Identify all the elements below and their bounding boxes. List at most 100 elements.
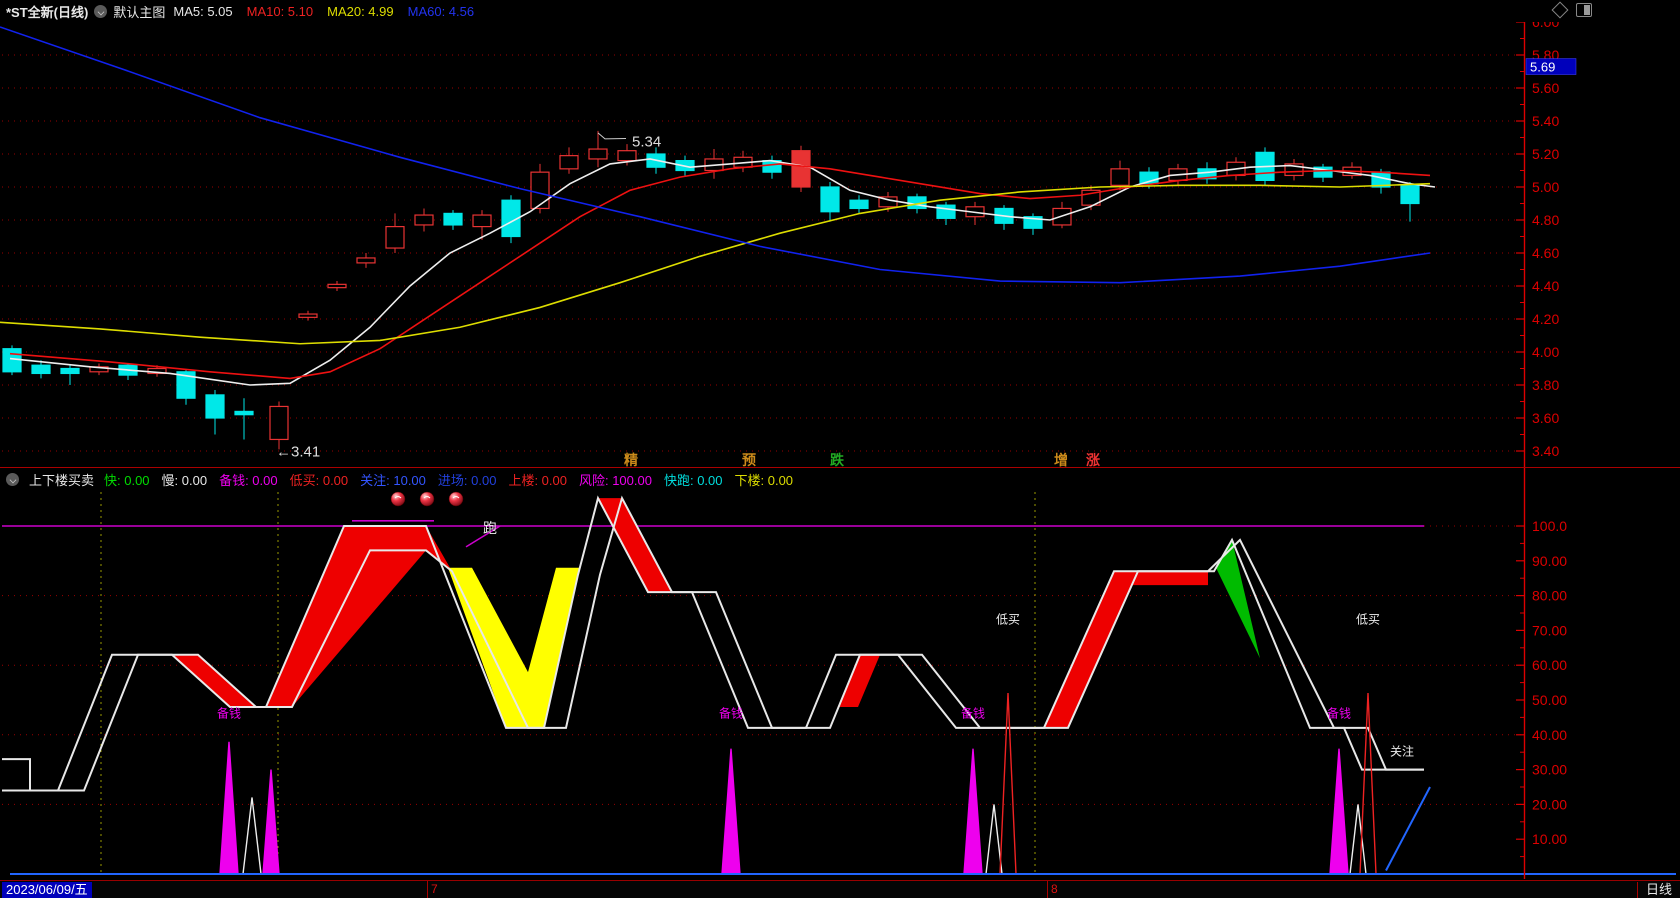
- annotation-pointer: [597, 132, 627, 140]
- axis-tick-label: 4.60: [1532, 245, 1559, 261]
- indicator-line: [2, 495, 1424, 792]
- signal-spike: [985, 804, 1003, 875]
- chevron-down-icon[interactable]: [6, 472, 19, 486]
- indicator-fill: [266, 526, 452, 707]
- hint-char: 跌: [830, 452, 845, 468]
- split-window-icon[interactable]: [1576, 3, 1592, 17]
- axis-tick-label: 4.40: [1532, 278, 1559, 294]
- candle-body: [356, 257, 376, 264]
- candle-body: [820, 186, 840, 213]
- axis-tick-label: 3.80: [1532, 377, 1559, 393]
- axis-tick-label: 50.00: [1532, 692, 1567, 708]
- indicator-item-7: 风险: 100.00: [578, 472, 652, 488]
- candle-body: [1110, 168, 1130, 186]
- candle-body: [414, 214, 434, 226]
- candle-body: [530, 171, 550, 210]
- signal-spike: [262, 769, 280, 875]
- candle-body: [1313, 166, 1333, 178]
- candle-body: [234, 410, 254, 416]
- ma-line-ma20: [0, 182, 1431, 345]
- candle-body: [1023, 216, 1043, 229]
- signal-spike: [219, 741, 239, 875]
- indicator-label: 关注: [1390, 744, 1414, 759]
- candle-body: [176, 371, 196, 399]
- indicator-item-3: 低买: 0.00: [289, 472, 349, 488]
- candle-body: [60, 367, 80, 375]
- indicator-item-8: 快跑: 0.00: [663, 472, 723, 488]
- date-label[interactable]: 2023/06/09/五: [2, 882, 92, 898]
- period-label[interactable]: 日线: [1636, 882, 1672, 898]
- signal-spike: [1359, 693, 1377, 875]
- signal-spike: [721, 748, 741, 875]
- signal-spike: [1349, 804, 1367, 875]
- candle-body: [617, 150, 637, 162]
- axis-tick-label: 5.20: [1532, 146, 1559, 162]
- indicator-fill: [1216, 539, 1260, 659]
- indicator-values: 快: 0.00 慢: 0.00 备钱: 0.00 低买: 0.00 关注: 10.00 进…: [104, 470, 793, 489]
- axis-tick-label: 10.00: [1532, 831, 1567, 847]
- header-window-controls: [1551, 1, 1592, 19]
- candle-body: [588, 148, 608, 160]
- axis-tick-label: 3.40: [1532, 443, 1559, 459]
- candle-body: [269, 405, 289, 441]
- axis-tick-label: 90.00: [1532, 553, 1567, 569]
- signal-spike: [1329, 748, 1349, 875]
- hint-char: 精: [624, 452, 638, 468]
- axis-tick-label: 40.00: [1532, 727, 1567, 743]
- attention-line: [1385, 786, 1431, 871]
- candle-body: [298, 313, 318, 318]
- candle-body: [1284, 163, 1304, 177]
- axis-tick-label: 20.00: [1532, 796, 1567, 812]
- axis-tick-label: 4.20: [1532, 311, 1559, 327]
- candle-body: [501, 199, 521, 238]
- signal-spike: [963, 748, 983, 875]
- main-chart-header: *ST全新(日线) 默认主图 MA5: 5.05 MA10: 5.10 MA20: …: [0, 0, 1680, 22]
- axis-tick-label: 4.00: [1532, 344, 1559, 360]
- current-price-marker: [1525, 58, 1577, 75]
- indicator-item-5: 进场: 0.00: [437, 472, 497, 488]
- ma-values: MA5: 5.05 MA10: 5.10 MA20: 4.99 MA60: 4.56: [173, 4, 474, 19]
- indicator-item-1: 慢: 0.00: [161, 472, 208, 488]
- current-price-label: 5.69: [1530, 60, 1555, 75]
- indicator-fill: [1114, 571, 1208, 586]
- indicator-label: 低买: [1356, 612, 1380, 626]
- indicator-fill: [448, 567, 580, 728]
- candle-body: [31, 364, 51, 375]
- axis-tick-label: 100.0: [1532, 518, 1567, 534]
- hint-char: 预: [742, 452, 756, 468]
- indicator-fill: [838, 654, 880, 707]
- price-annotation: ←3.41: [276, 444, 320, 461]
- ma-line-ma5: [9, 158, 1436, 386]
- signal-segment: [465, 525, 501, 548]
- indicator-label: 备钱: [1327, 705, 1351, 720]
- ma-line-ma60: [0, 26, 1431, 284]
- indicator-label: 备钱: [719, 705, 743, 720]
- indicator-label: 备钱: [961, 705, 985, 720]
- stock-title: *ST全新(日线): [6, 4, 89, 20]
- candle-body: [849, 199, 869, 210]
- diamond-icon[interactable]: [1551, 1, 1569, 19]
- ma-item-0: MA5: 5.05: [173, 3, 233, 19]
- candle-body: [936, 204, 956, 219]
- indicator-fill: [598, 498, 672, 593]
- candle-body: [791, 150, 811, 188]
- candle-body: [472, 214, 492, 228]
- indicator-name[interactable]: 上下楼买卖: [29, 472, 95, 488]
- signal-ball-icon: [390, 491, 406, 507]
- axis-tick-label: 5.00: [1532, 179, 1559, 195]
- signal-spike: [242, 797, 262, 875]
- chevron-down-icon[interactable]: [94, 4, 108, 18]
- candle-body: [205, 394, 225, 419]
- indicator-item-9: 下楼: 0.00: [734, 472, 794, 488]
- candle-body: [385, 226, 405, 249]
- ball-highlight: [423, 496, 431, 499]
- indicator-item-4: 关注: 10.00: [360, 472, 426, 488]
- candle-body: [327, 283, 347, 289]
- overlay-indicator-label[interactable]: 默认主图: [113, 4, 166, 20]
- ma-item-2: MA20: 4.99: [327, 3, 394, 19]
- price-annotation: 5.34: [632, 133, 661, 150]
- hint-char: 增: [1054, 452, 1068, 468]
- axis-tick-label: 30.00: [1532, 762, 1567, 778]
